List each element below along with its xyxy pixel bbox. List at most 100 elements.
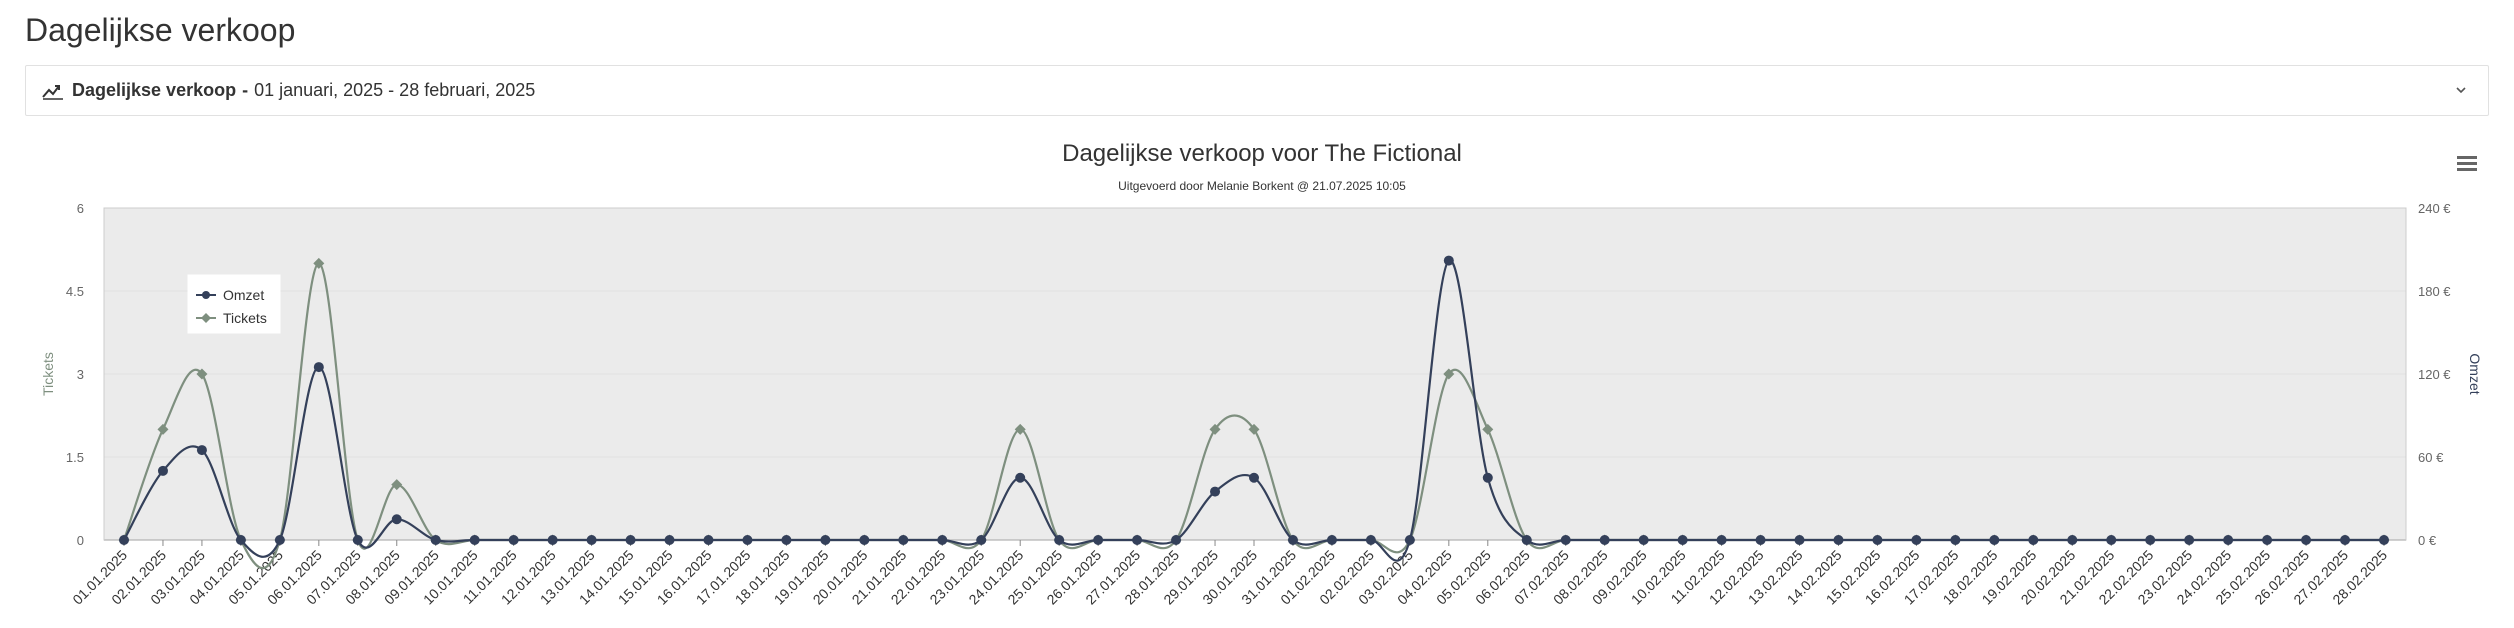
data-point-omzet[interactable] [2379, 535, 2389, 545]
data-point-omzet[interactable] [1443, 255, 1454, 266]
data-point-omzet[interactable] [1326, 535, 1337, 545]
data-point-omzet[interactable] [196, 445, 207, 456]
legend-label-omzet: Omzet [223, 287, 264, 303]
y-right-tick-label: 120 € [2418, 367, 2451, 382]
data-point-omzet[interactable] [430, 535, 441, 545]
legend-item-omzet[interactable]: Omzet [196, 287, 264, 303]
data-point-omzet[interactable] [1210, 486, 1221, 497]
data-point-tickets[interactable] [1443, 368, 1455, 380]
data-point-omzet[interactable] [2262, 535, 2273, 545]
data-point-omzet[interactable] [1365, 535, 1376, 545]
y-left-tick-label: 4.5 [66, 284, 84, 299]
y-right-tick-label: 180 € [2418, 284, 2451, 299]
y-right-tick-label: 60 € [2418, 450, 2444, 465]
data-point-omzet[interactable] [625, 535, 636, 545]
chart-subtitle: Uitgevoerd door Melanie Borkent @ 21.07.… [1118, 179, 1406, 193]
data-point-omzet[interactable] [157, 465, 168, 476]
data-point-omzet[interactable] [352, 535, 363, 545]
data-point-omzet[interactable] [1404, 535, 1415, 545]
data-point-tickets[interactable] [157, 423, 169, 435]
data-point-omzet[interactable] [1755, 535, 1766, 545]
data-point-omzet[interactable] [2340, 535, 2351, 545]
data-point-omzet[interactable] [898, 535, 909, 545]
data-point-omzet[interactable] [1132, 535, 1143, 545]
y-right-tick-label: 0 € [2418, 533, 2437, 548]
plot-border [103, 207, 2407, 541]
data-point-omzet[interactable] [469, 535, 480, 545]
data-point-tickets[interactable] [1209, 423, 1221, 435]
legend: Omzet Tickets [187, 274, 281, 334]
data-point-omzet[interactable] [2067, 535, 2078, 545]
report-filter-panel[interactable]: Dagelijkse verkoop - 01 januari, 2025 - … [25, 65, 2489, 116]
data-point-omzet[interactable] [1171, 535, 1182, 545]
y-axis-right: 0 € 60 € 120 € 180 € 240 € [2418, 201, 2451, 548]
data-point-omzet[interactable] [508, 535, 519, 545]
data-point-omzet[interactable] [1015, 472, 1026, 483]
data-point-omzet[interactable] [2028, 535, 2039, 545]
data-point-omzet[interactable] [391, 514, 402, 525]
data-point-omzet[interactable] [2223, 535, 2234, 545]
data-point-omzet[interactable] [1911, 535, 1922, 545]
filter-date-range: 01 januari, 2025 - 28 februari, 2025 [254, 80, 536, 100]
data-point-omzet[interactable] [664, 535, 675, 545]
data-point-omzet[interactable] [1989, 535, 2000, 545]
series-omzet [119, 255, 2389, 562]
data-point-omzet[interactable] [586, 535, 597, 545]
series-layer [118, 255, 2390, 570]
y-right-tick-label: 240 € [2418, 201, 2451, 216]
y-axis-left: 0 1.5 3 4.5 6 [66, 201, 84, 548]
data-point-tickets[interactable] [1248, 423, 1260, 435]
chevron-down-icon[interactable] [2454, 83, 2468, 97]
data-point-omzet[interactable] [547, 535, 558, 545]
data-point-omzet[interactable] [1093, 535, 1104, 545]
legend-label-tickets: Tickets [223, 310, 267, 326]
data-point-omzet[interactable] [781, 535, 792, 545]
legend-item-tickets[interactable]: Tickets [196, 310, 267, 326]
data-point-omzet[interactable] [1054, 535, 1065, 545]
data-point-omzet[interactable] [2145, 535, 2156, 545]
data-point-omzet[interactable] [1482, 472, 1493, 483]
y-axis-left-title: Tickets [40, 352, 56, 396]
filter-title: Dagelijkse verkoop [72, 80, 237, 100]
data-point-omzet[interactable] [2106, 535, 2117, 545]
data-point-omzet[interactable] [1560, 535, 1571, 545]
data-point-omzet[interactable] [820, 535, 831, 545]
chart-container: 0 1.5 3 4.5 6 0 € 60 € 120 € 180 € 240 € 01.01.2… [0, 130, 2514, 628]
data-point-omzet[interactable] [859, 535, 870, 545]
data-point-omzet[interactable] [1521, 535, 1532, 545]
line-chart-icon [42, 84, 63, 100]
y-left-tick-label: 6 [77, 201, 84, 216]
legend-box [187, 274, 281, 334]
data-point-omzet[interactable] [976, 535, 987, 545]
data-point-omzet[interactable] [1287, 535, 1298, 545]
data-point-omzet[interactable] [274, 535, 285, 545]
data-point-omzet[interactable] [235, 535, 246, 545]
data-point-omzet[interactable] [1794, 535, 1805, 545]
data-point-omzet[interactable] [1833, 535, 1844, 545]
chart-title: Dagelijkse verkoop voor The Fictional [1062, 140, 1462, 167]
data-point-omzet[interactable] [1638, 535, 1649, 545]
data-point-tickets[interactable] [1014, 423, 1026, 435]
data-point-omzet[interactable] [1872, 535, 1883, 545]
data-point-tickets[interactable] [391, 479, 403, 491]
data-point-omzet[interactable] [937, 535, 948, 545]
data-point-omzet[interactable] [1950, 535, 1961, 545]
data-point-omzet[interactable] [1716, 535, 1727, 545]
data-point-omzet[interactable] [119, 535, 129, 545]
data-point-omzet[interactable] [1599, 535, 1610, 545]
data-point-omzet[interactable] [1677, 535, 1688, 545]
menu-icon[interactable] [2456, 152, 2478, 174]
y-left-tick-label: 1.5 [66, 450, 84, 465]
filter-separator: - [242, 80, 249, 100]
data-point-tickets[interactable] [1482, 423, 1494, 435]
data-point-omzet[interactable] [313, 362, 324, 373]
data-point-omzet[interactable] [2184, 535, 2195, 545]
data-point-omzet[interactable] [742, 535, 753, 545]
data-point-omzet[interactable] [1249, 472, 1259, 483]
y-left-tick-label: 0 [77, 533, 84, 548]
x-axis: 01.01.202502.01.202503.01.202504.01.2025… [69, 540, 2390, 608]
data-point-omzet[interactable] [703, 535, 714, 545]
data-point-tickets[interactable] [313, 257, 325, 269]
data-point-omzet[interactable] [2301, 535, 2312, 545]
data-point-tickets[interactable] [196, 368, 208, 380]
